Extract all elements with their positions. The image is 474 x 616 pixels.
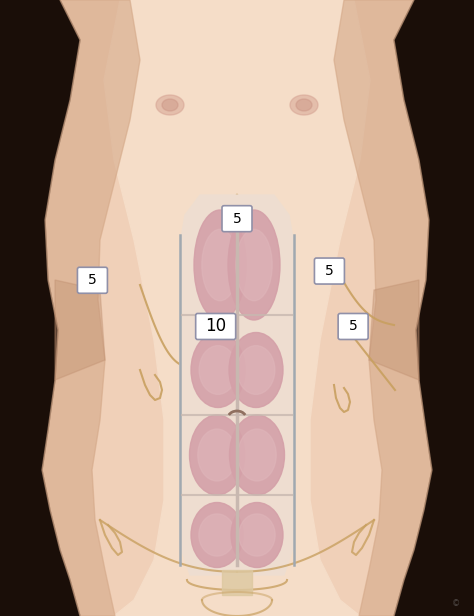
Ellipse shape	[191, 333, 245, 408]
Polygon shape	[180, 195, 294, 575]
Ellipse shape	[194, 210, 246, 320]
Polygon shape	[0, 0, 80, 616]
FancyBboxPatch shape	[77, 267, 108, 293]
Polygon shape	[394, 0, 474, 616]
Ellipse shape	[191, 503, 243, 567]
FancyBboxPatch shape	[338, 314, 368, 339]
Ellipse shape	[199, 346, 237, 394]
Text: 5: 5	[88, 274, 97, 287]
Polygon shape	[104, 0, 370, 616]
Ellipse shape	[202, 229, 238, 301]
Bar	[222, 570, 252, 595]
Ellipse shape	[199, 514, 235, 556]
FancyBboxPatch shape	[222, 206, 252, 232]
Ellipse shape	[198, 429, 236, 481]
Polygon shape	[334, 0, 432, 616]
Text: ©: ©	[452, 599, 460, 608]
Ellipse shape	[228, 210, 280, 320]
Text: 5: 5	[233, 212, 241, 225]
Ellipse shape	[238, 429, 276, 481]
Ellipse shape	[156, 95, 184, 115]
Polygon shape	[369, 280, 419, 380]
Ellipse shape	[290, 95, 318, 115]
Polygon shape	[55, 280, 105, 380]
Ellipse shape	[229, 415, 284, 495]
Ellipse shape	[237, 346, 275, 394]
Ellipse shape	[229, 333, 283, 408]
FancyBboxPatch shape	[196, 314, 236, 339]
Text: 5: 5	[349, 320, 357, 333]
Ellipse shape	[190, 415, 245, 495]
Text: 5: 5	[325, 264, 334, 278]
Polygon shape	[42, 0, 140, 616]
Ellipse shape	[296, 99, 312, 111]
FancyBboxPatch shape	[314, 258, 345, 284]
Text: 10: 10	[205, 317, 226, 336]
Ellipse shape	[231, 503, 283, 567]
Ellipse shape	[236, 229, 272, 301]
Ellipse shape	[162, 99, 178, 111]
Ellipse shape	[239, 514, 275, 556]
